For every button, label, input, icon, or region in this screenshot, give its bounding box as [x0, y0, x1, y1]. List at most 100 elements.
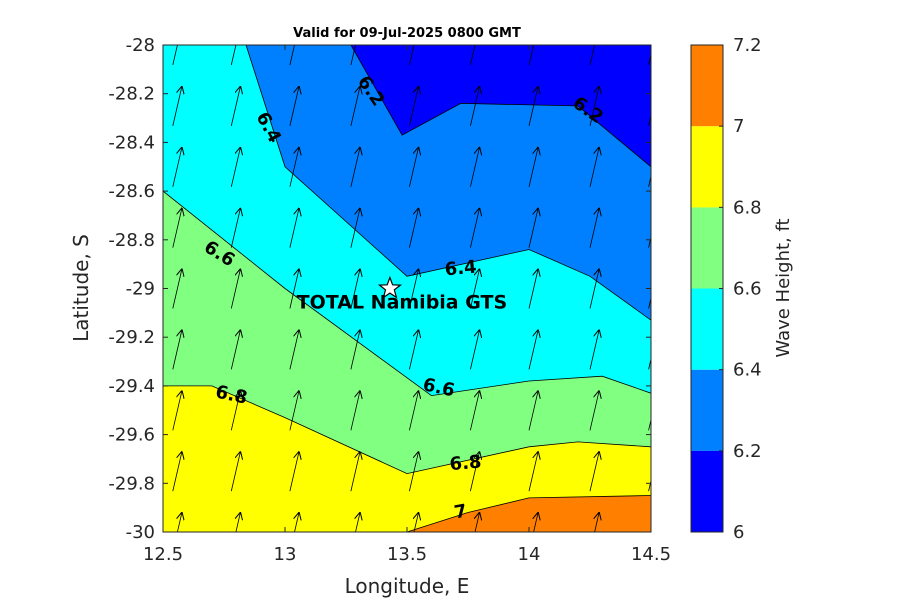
wave-arrow: [409, 391, 418, 431]
y-tick-label: -28.8: [108, 230, 155, 251]
wave-arrow: [589, 391, 599, 431]
wave-arrow: [230, 270, 240, 309]
wave-arrow: [172, 330, 182, 370]
site-label: TOTAL Namibia GTS: [297, 292, 508, 314]
wave-arrow: [289, 391, 299, 431]
wave-arrow: [289, 87, 299, 126]
wave-arrow: [528, 148, 538, 187]
wave-arrow: [470, 391, 479, 431]
wave-arrow: [528, 391, 538, 431]
contour-line-6.6: [163, 190, 651, 397]
wave-arrow: [230, 87, 240, 126]
y-tick-label: -28.6: [108, 181, 155, 202]
wave-arrow: [350, 391, 360, 431]
colorbar-swatch: [691, 207, 723, 289]
colorbar-swatch: [691, 288, 723, 370]
colorbar: 6 6.2 6.4 6.6 6.8 7 7.2: [690, 35, 762, 543]
wave-arrow: [289, 209, 299, 248]
wave-arrow: [230, 452, 240, 492]
wave-arrow: [528, 270, 538, 309]
colorbar-tick-label: 7.2: [733, 35, 762, 56]
colorbar-tick-label: 6.4: [733, 360, 762, 381]
wave-arrow: [470, 513, 479, 532]
wave-arrow: [289, 452, 299, 492]
wave-arrow: [350, 209, 360, 248]
wave-arrow: [290, 513, 299, 532]
plot-area: [163, 45, 651, 532]
colorbar-tick-label: 6.6: [733, 279, 762, 300]
wave-arrow: [230, 148, 240, 187]
wave-arrow: [230, 391, 240, 431]
colorbar-tick-label: 6.8: [733, 197, 762, 218]
contour-lines: [163, 45, 651, 532]
wave-arrow: [589, 270, 599, 309]
wave-arrow: [528, 209, 538, 248]
wave-arrow: [648, 357, 651, 370]
wave-arrow: [470, 209, 479, 248]
colorbar-tick-label: 6.2: [733, 441, 762, 462]
wave-arrow: [529, 513, 538, 532]
x-tick-label: 14.5: [631, 544, 671, 565]
wave-arrow: [172, 87, 182, 126]
wave-arrow: [350, 270, 360, 309]
wave-arrow: [528, 87, 538, 126]
y-axis-label: Latitude, S: [69, 234, 93, 342]
contour-fills: [163, 45, 651, 532]
wave-direction-arrows: [172, 45, 651, 532]
contour-label: 6.8: [449, 451, 483, 475]
wave-arrow: [648, 52, 651, 66]
y-tick-label: -28: [126, 35, 155, 56]
wave-arrow: [409, 330, 418, 370]
wave-arrow: [648, 478, 651, 492]
wave-arrow: [470, 87, 479, 126]
y-tick-label: -29.2: [108, 327, 155, 348]
chart-title: Valid for 09-Jul-2025 0800 GMT: [293, 26, 521, 41]
colorbar-swatch: [691, 369, 723, 451]
wave-arrow: [528, 330, 538, 370]
x-tick-label: 13: [274, 544, 297, 565]
contour-line-6.4: [245, 45, 651, 321]
colorbar-swatch: [691, 126, 723, 208]
wave-arrow: [289, 330, 299, 370]
wave-arrow: [351, 513, 360, 532]
wave-arrow: [528, 452, 538, 492]
contour-line-6.8: [163, 385, 651, 475]
wave-arrow: [350, 452, 360, 492]
wave-arrow: [409, 148, 418, 187]
wave-arrow: [470, 452, 479, 492]
colorbar-tick-label: 6: [733, 522, 744, 543]
wave-arrow: [231, 513, 240, 532]
wave-arrow: [172, 391, 182, 431]
wave-arrow: [589, 87, 599, 126]
wave-arrow: [289, 270, 299, 309]
x-axis-ticks: 12.5 13 13.5 14 14.5: [143, 45, 671, 565]
y-tick-label: -29: [126, 279, 155, 300]
wave-arrow: [172, 209, 182, 248]
wave-arrow: [648, 296, 651, 309]
contour-line-7: [406, 495, 651, 532]
wave-arrow: [648, 174, 651, 187]
wave-arrow: [172, 452, 182, 492]
x-tick-label: 13.5: [387, 544, 427, 565]
wave-arrow: [648, 418, 651, 431]
wave-arrow: [470, 148, 479, 187]
wave-arrow: [409, 209, 418, 248]
wave-arrow: [172, 148, 182, 187]
wave-arrow: [409, 452, 418, 492]
colorbar-label: Wave Height, ft: [773, 218, 794, 357]
x-axis-label: Longitude, E: [345, 574, 470, 598]
wave-arrow: [589, 209, 599, 248]
wave-arrow: [589, 330, 599, 370]
wave-arrow: [173, 513, 182, 532]
wave-arrow: [350, 330, 360, 370]
band-6-6.2: [350, 45, 651, 167]
wave-arrow: [409, 87, 418, 126]
band-6.2-6.4: [246, 45, 651, 321]
wave-arrow: [470, 270, 479, 309]
x-tick-label: 12.5: [143, 544, 183, 565]
wave-arrow: [409, 270, 418, 309]
wave-arrow: [590, 513, 599, 532]
y-axis-ticks: -28 -28.2 -28.4 -28.6 -28.8 -29 -29.2 -29.4 -29.…: [108, 35, 651, 543]
wave-arrow: [172, 270, 182, 309]
